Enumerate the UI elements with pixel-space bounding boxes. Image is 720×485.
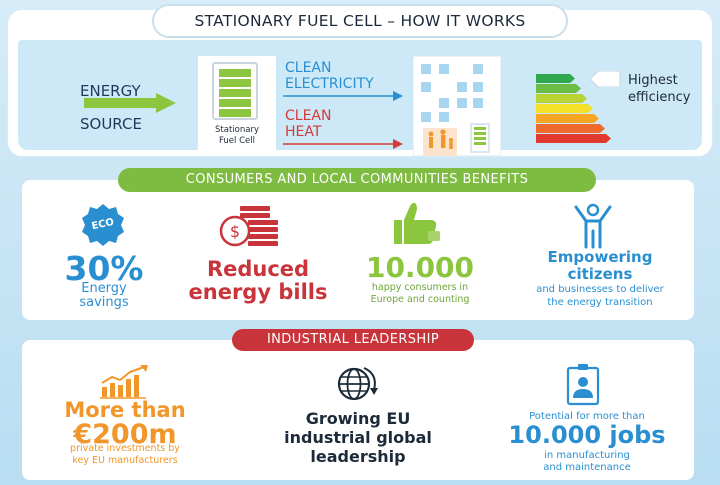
clean-heat-label: CLEAN HEAT [285, 108, 331, 140]
empowering-label-line1: and businesses to deliver [536, 284, 664, 295]
energy-savings-line1: Energy [81, 281, 127, 296]
efficiency-line1: Highest [628, 73, 678, 88]
efficiency-pointer-icon [590, 71, 621, 87]
consumers-section-title: CONSUMERS AND LOCAL COMMUNITIES BENEFITS [118, 168, 596, 192]
empowering-line1: Empowering [547, 248, 653, 266]
energy-arrow-icon [84, 93, 176, 113]
jobs-label-line1: in manufacturing [544, 450, 630, 461]
fuel-cell-label-line2: Fuel Cell [219, 136, 255, 146]
consumers-benefits-card [22, 180, 694, 320]
empowering-label: and businesses to deliver the energy tra… [506, 284, 694, 309]
clean-electricity-label: CLEAN ELECTRICITY [285, 60, 374, 92]
thumbs-up-icon [394, 202, 440, 244]
globe-icon [337, 367, 378, 401]
empowering-citizens-text: Empowering citizens [520, 249, 680, 283]
efficiency-label: Highest efficiency [628, 72, 712, 106]
fuel-cell-label-line1: Stationary [215, 125, 259, 135]
growth-chart-icon [100, 365, 148, 399]
leadership-line1: Growing EU [305, 409, 411, 428]
leadership-line2: industrial global [284, 428, 432, 447]
jobs-label: in manufacturing and maintenance [492, 450, 682, 474]
heat-arrow-icon [283, 139, 403, 149]
fuel-cell-label: Stationary Fuel Cell [198, 125, 276, 147]
jobs-intro: Potential for more than [529, 411, 645, 422]
efficiency-scale-icon [536, 74, 611, 143]
fuel-cell-icon [212, 62, 258, 120]
clean-electricity-line2: ELECTRICITY [285, 76, 374, 92]
leadership-line3: leadership [310, 447, 406, 466]
investment-line1: More than [64, 398, 186, 422]
worker-badge-icon [566, 364, 600, 406]
eco-badge-icon [82, 204, 124, 246]
happy-consumers-line2: Europe and counting [370, 294, 470, 305]
jobs-label-line2: and maintenance [543, 462, 631, 473]
happy-consumers-line1: happy consumers in [371, 282, 469, 293]
svg-text:$: $ [230, 222, 240, 241]
investment-amount: €200m [73, 419, 177, 450]
happy-consumers-label: happy consumers in Europe and counting [342, 282, 498, 306]
investment-label-line1: private investments by [70, 443, 180, 454]
electricity-arrow-icon [283, 91, 403, 101]
leadership-text: Growing EU industrial global leadership [258, 409, 458, 466]
page-title: STATIONARY FUEL CELL – HOW IT WORKS [152, 4, 568, 38]
clean-electricity-line1: CLEAN [285, 60, 332, 76]
reduced-bills-text: Reduced energy bills [178, 258, 338, 304]
clean-heat-line1: CLEAN [285, 108, 332, 124]
investment-label-line2: key EU manufacturers [72, 455, 178, 466]
empowered-person-icon [574, 203, 612, 249]
investment-text: More than €200m [50, 398, 200, 450]
investment-label: private investments by key EU manufactur… [50, 443, 200, 467]
industrial-leadership-card [22, 340, 694, 480]
energy-savings-line2: savings [79, 295, 129, 310]
jobs-value: 10.000 jobs [508, 421, 666, 449]
energy-savings-label: Energy savings [52, 282, 156, 310]
page-title-text: STATIONARY FUEL CELL – HOW IT WORKS [194, 12, 526, 30]
money-coins-icon: $ [219, 206, 278, 247]
energy-source-bottom-label: SOURCE [80, 115, 142, 133]
happy-consumers-value: 10.000 [365, 251, 475, 284]
energy-savings-value: 30% [64, 249, 144, 288]
clean-heat-line2: HEAT [285, 124, 322, 140]
empowering-line2: citizens [567, 265, 633, 283]
empowering-label-line2: the energy transition [547, 296, 653, 308]
reduced-bills-line1: Reduced [206, 257, 310, 281]
industrial-section-title: INDUSTRIAL LEADERSHIP [232, 329, 474, 351]
building-icon [413, 56, 501, 156]
efficiency-line2: efficiency [628, 90, 691, 105]
reduced-bills-line2: energy bills [188, 280, 328, 304]
energy-source-top-label: ENERGY [80, 82, 141, 100]
